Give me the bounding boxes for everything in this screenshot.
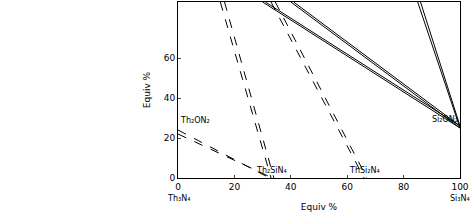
svg-text:0: 0 — [169, 173, 175, 183]
svg-text:ThSi₂N₄: ThSi₂N₄ — [349, 166, 380, 175]
svg-text:0: 0 — [175, 182, 181, 192]
svg-text:Th₂SiN₄: Th₂SiN₄ — [256, 166, 287, 175]
svg-text:20: 20 — [229, 182, 241, 192]
svg-text:60: 60 — [341, 182, 353, 192]
svg-text:40: 40 — [164, 93, 176, 103]
svg-text:60: 60 — [164, 53, 176, 63]
svg-text:Th₃N₄: Th₃N₄ — [167, 194, 190, 203]
svg-text:Si₂ON₂: Si₂ON₂ — [432, 115, 458, 124]
svg-text:100: 100 — [451, 182, 468, 192]
svg-text:Equiv %: Equiv % — [142, 71, 152, 108]
svg-text:80: 80 — [398, 182, 410, 192]
svg-text:Equiv %: Equiv % — [301, 202, 338, 212]
svg-text:40: 40 — [285, 182, 297, 192]
svg-text:Si₃N₄: Si₃N₄ — [450, 194, 470, 203]
svg-text:20: 20 — [164, 133, 176, 143]
svg-text:Th₂ON₂: Th₂ON₂ — [180, 116, 210, 125]
